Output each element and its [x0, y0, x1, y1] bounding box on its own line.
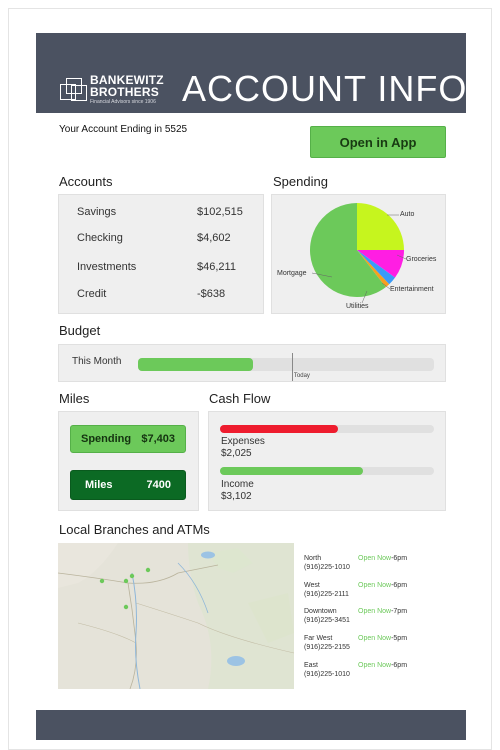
branch-hours: Open Now-6pm: [358, 555, 408, 562]
branch-phone: (916)225-1010: [304, 671, 350, 678]
budget-this-month-label: This Month: [72, 356, 122, 367]
expenses-bar-fill: [220, 425, 338, 433]
map-branch-pin[interactable]: [123, 604, 129, 610]
header-bar: [36, 33, 466, 113]
income-bar[interactable]: [220, 467, 434, 475]
pie-slice-utilities[interactable]: [357, 250, 390, 288]
accounts-title: Accounts: [59, 174, 113, 189]
groceries-leader-line: [396, 254, 407, 260]
pie-label-mortgage: Mortgage: [277, 270, 307, 277]
miles-count-button[interactable]: Miles 7400: [70, 470, 186, 500]
account-value: $46,211: [197, 261, 236, 273]
brand-logo[interactable]: BANKEWITZ BROTHERS Financial Advisors sin…: [60, 73, 172, 105]
footer-bar: [36, 710, 466, 740]
page-title: ACCOUNT INFO: [182, 68, 468, 109]
branch-hours: Open Now-6pm: [358, 582, 408, 589]
branch-name: East: [304, 662, 319, 669]
pie-slice-groceries[interactable]: [357, 250, 404, 278]
budget-title: Budget: [59, 323, 101, 338]
accounts-panel: Savings $102,515 Checking $4,602 Investm…: [58, 194, 264, 314]
miles-count-value: 7400: [146, 479, 171, 491]
spending-panel: Auto Groceries Entertainment Utilities M…: [271, 194, 446, 314]
branch-item-far-west[interactable]: Far West (916)225-2155 Open Now-5pm: [304, 634, 424, 652]
branch-hours: Open Now-5pm: [358, 635, 408, 642]
branches-title: Local Branches and ATMs: [59, 522, 210, 537]
expenses-bar[interactable]: [220, 425, 434, 433]
today-label: Today: [293, 373, 310, 379]
account-name: Investments: [77, 261, 137, 273]
pie-label-auto: Auto: [400, 211, 415, 218]
pie-label-entertainment: Entertainment: [390, 286, 434, 293]
logo-squares-icon: [60, 76, 88, 102]
brand-name: BANKEWITZ BROTHERS: [90, 73, 164, 99]
brand-tagline: Financial Advisors since 1906: [90, 99, 156, 105]
branch-name: Far West: [304, 635, 333, 642]
pie-slice-mortgage[interactable]: [310, 203, 386, 297]
cash-flow-title: Cash Flow: [209, 391, 271, 406]
map-branch-pin[interactable]: [145, 567, 151, 573]
account-ending-text: Your Account Ending in 5525: [59, 124, 188, 135]
cash-flow-panel: Expenses $2,025 Income $3,102: [208, 411, 446, 511]
pie-slice-auto[interactable]: [357, 203, 404, 250]
branch-hours: Open Now-6pm: [358, 662, 408, 669]
branch-hours: Open Now-7pm: [358, 608, 408, 615]
account-name: Checking: [77, 232, 123, 244]
miles-spending-value: $7,403: [141, 433, 175, 445]
miles-count-label: Miles: [85, 479, 113, 491]
today-marker: [291, 353, 293, 381]
entertainment-leader-line: [381, 282, 391, 290]
income-bar-fill: [220, 467, 364, 475]
budget-progress-bar[interactable]: [138, 358, 434, 371]
branch-item-west[interactable]: West (916)225-2111 Open Now-6pm: [304, 581, 424, 599]
open-in-app-button[interactable]: Open in App: [310, 126, 446, 158]
account-value: $102,515: [197, 206, 243, 218]
miles-spending-button[interactable]: Spending $7,403: [70, 425, 186, 453]
mortgage-leader-line: [311, 272, 333, 278]
map-terrain: [58, 543, 294, 689]
pie-label-utilities: Utilities: [346, 303, 369, 310]
income-value: $3,102: [221, 491, 252, 502]
miles-title: Miles: [59, 391, 90, 406]
branch-phone: (916)225-3451: [304, 617, 350, 624]
branch-name: West: [304, 582, 320, 589]
pie-slice-entertainment[interactable]: [357, 250, 396, 285]
utilities-leader-line: [361, 290, 368, 304]
budget-panel: This Month Today: [58, 344, 446, 382]
map-branch-pin[interactable]: [99, 578, 105, 584]
branch-phone: (916)225-2155: [304, 644, 350, 651]
expenses-value: $2,025: [221, 448, 252, 459]
account-name: Credit: [77, 288, 107, 300]
budget-progress-fill: [138, 358, 254, 371]
branch-item-north[interactable]: North (916)225-1010 Open Now-6pm: [304, 554, 424, 572]
miles-panel: Spending $7,403 Miles 7400: [58, 411, 199, 511]
branch-phone: (916)225-1010: [304, 564, 350, 571]
account-name: Savings: [77, 206, 117, 218]
spending-pie-chart[interactable]: [272, 195, 447, 315]
branch-phone: (916)225-2111: [304, 591, 349, 598]
branches-map[interactable]: [58, 543, 294, 689]
expenses-label: Expenses: [221, 436, 265, 447]
account-value: $4,602: [197, 232, 231, 244]
miles-spending-label: Spending: [81, 433, 132, 445]
pie-label-groceries: Groceries: [406, 256, 437, 263]
income-label: Income: [221, 479, 254, 490]
account-value: -$638: [197, 288, 226, 300]
spending-title: Spending: [273, 174, 328, 189]
map-branch-pin[interactable]: [123, 578, 129, 584]
map-branch-pin[interactable]: [129, 573, 135, 579]
branch-name: North: [304, 555, 322, 562]
branch-item-east[interactable]: East (916)225-1010 Open Now-6pm: [304, 661, 424, 679]
branch-name: Downtown: [304, 608, 337, 615]
branch-item-downtown[interactable]: Downtown (916)225-3451 Open Now-7pm: [304, 607, 424, 625]
